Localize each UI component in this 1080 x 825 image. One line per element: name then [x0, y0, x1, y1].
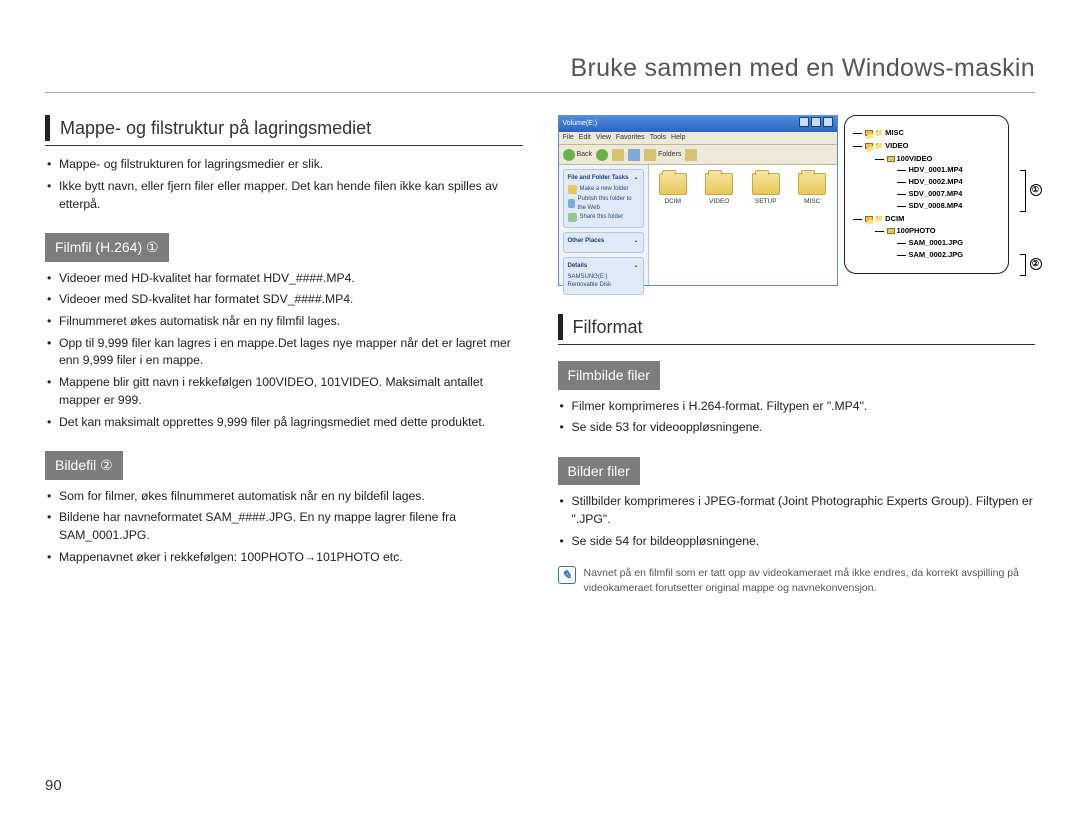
tree-file: SDV_0008.MP4: [897, 201, 1000, 212]
content-columns: Mappe- og filstruktur på lagringsmediet …: [45, 115, 1035, 594]
list-item: Det kan maksimalt opprettes 9,999 filer …: [45, 414, 523, 432]
bracket-2: [1020, 254, 1026, 276]
folder-item[interactable]: SETUP: [746, 173, 786, 206]
menu-item[interactable]: View: [596, 133, 611, 143]
list-item: Se side 53 for videooppløsningene.: [558, 419, 1036, 437]
title-divider: [45, 92, 1035, 93]
menu-item[interactable]: Help: [671, 133, 685, 143]
tree-folder: DCIM 100PHOTO SAM_0001.JPG SAM_0002.JPG: [851, 214, 1000, 261]
menu-item[interactable]: File: [563, 133, 574, 143]
task-item[interactable]: Share this folder: [568, 213, 639, 222]
bracket-label-1: ①: [1030, 184, 1042, 196]
task-item[interactable]: Make a new folder: [568, 185, 639, 194]
left-heading: Mappe- og filstruktur på lagringsmediet: [45, 115, 523, 141]
folders-button[interactable]: Folders: [644, 149, 681, 161]
forward-button[interactable]: [596, 149, 608, 161]
right-column: Volume(E:) File Edit View Favorites Tool…: [558, 115, 1036, 594]
folder-item[interactable]: DCIM: [653, 173, 693, 206]
list-item: Filmer komprimeres i H.264-format. Filty…: [558, 398, 1036, 416]
window-titlebar: Volume(E:): [559, 116, 837, 132]
list-item: Bildene har navneformatet SAM_####.JPG. …: [45, 509, 523, 544]
left-intro-list: Mappe- og filstrukturen for lagringsmedi…: [45, 156, 523, 213]
list-item: Mappenavnet øker i rekkefølgen: 100PHOTO…: [45, 549, 523, 567]
list-item: Filnummeret økes automatisk når en ny fi…: [45, 313, 523, 331]
explorer-sidebar: File and Folder Tasks Make a new folder …: [559, 165, 649, 285]
filmfil-box: Filmfil (H.264) ①: [45, 233, 169, 261]
back-button[interactable]: Back: [563, 149, 593, 161]
bildefil-list: Som for filmer, økes filnummeret automat…: [45, 488, 523, 567]
views-icon[interactable]: [685, 149, 697, 161]
right-heading-rule: [558, 344, 1036, 345]
left-heading-rule: [45, 145, 523, 146]
panel-title: File and Folder Tasks: [568, 174, 639, 183]
window-buttons: [797, 117, 833, 131]
explorer-main: DCIM VIDEO SETUP MISC: [649, 165, 837, 285]
places-panel: Other Places: [563, 232, 644, 253]
menu-item[interactable]: Tools: [650, 133, 666, 143]
bilder-list: Stillbilder komprimeres i JPEG-format (J…: [558, 493, 1036, 550]
tree-file: SAM_0002.JPG: [897, 250, 1000, 261]
right-heading: Filformat: [558, 314, 1036, 340]
list-item: Ikke bytt navn, eller fjern filer eller …: [45, 178, 523, 213]
list-item: Som for filmer, økes filnummeret automat…: [45, 488, 523, 506]
explorer-body: File and Folder Tasks Make a new folder …: [559, 165, 837, 285]
screenshot-and-tree: Volume(E:) File Edit View Favorites Tool…: [558, 115, 1036, 286]
detail-line: SAMSUNG(E:): [568, 273, 639, 282]
tree-file: HDV_0002.MP4: [897, 177, 1000, 188]
window-toolbar: Back Folders: [559, 145, 837, 165]
folder-icon: [798, 173, 826, 195]
folder-icon: [705, 173, 733, 195]
page-title: Bruke sammen med en Windows-maskin: [45, 50, 1035, 86]
tree-folder: VIDEO 100VIDEO HDV_0001.MP4 HDV_0002.MP4…: [851, 141, 1000, 212]
file-tree-diagram: ① ② MISC VIDEO 100VIDEO HDV_0001.MP4 HDV…: [844, 115, 1009, 273]
folder-item[interactable]: MISC: [792, 173, 832, 206]
folder-icon: [752, 173, 780, 195]
task-item[interactable]: Publish this folder to the Web: [568, 195, 639, 212]
menu-item[interactable]: Edit: [579, 133, 591, 143]
folder-icon: [659, 173, 687, 195]
bracket-1: [1020, 170, 1026, 212]
list-item: Videoer med SD-kvalitet har formatet SDV…: [45, 291, 523, 309]
folder-item[interactable]: VIDEO: [699, 173, 739, 206]
tree-file: SDV_0007.MP4: [897, 189, 1000, 200]
note-block: ✎ Navnet på en filmfil som er tatt opp a…: [558, 566, 1036, 594]
list-item: Opp til 9,999 filer kan lagres i en mapp…: [45, 335, 523, 370]
tree-subfolder: 100VIDEO HDV_0001.MP4 HDV_0002.MP4 SDV_0…: [875, 154, 1000, 212]
note-icon: ✎: [558, 566, 576, 584]
bildefil-box: Bildefil ②: [45, 451, 123, 479]
list-item: Mappene blir gitt navn i rekkefølgen 100…: [45, 374, 523, 409]
list-item: Se side 54 for bildeoppløsningene.: [558, 533, 1036, 551]
details-panel: Details SAMSUNG(E:) Removable Disk: [563, 257, 644, 295]
filmbilde-box: Filmbilde filer: [558, 361, 660, 389]
tasks-panel: File and Folder Tasks Make a new folder …: [563, 169, 644, 228]
up-icon[interactable]: [612, 149, 624, 161]
tree-file: SAM_0001.JPG: [897, 238, 1000, 249]
window-menubar: File Edit View Favorites Tools Help: [559, 132, 837, 145]
panel-title: Other Places: [568, 237, 639, 246]
panel-title: Details: [568, 262, 639, 271]
explorer-window: Volume(E:) File Edit View Favorites Tool…: [558, 115, 838, 286]
detail-line: Removable Disk: [568, 281, 639, 290]
tree-folder: MISC: [851, 128, 1000, 139]
left-column: Mappe- og filstruktur på lagringsmediet …: [45, 115, 523, 594]
list-item: Stillbilder komprimeres i JPEG-format (J…: [558, 493, 1036, 528]
bracket-label-2: ②: [1030, 258, 1042, 270]
filmbilde-list: Filmer komprimeres i H.264-format. Filty…: [558, 398, 1036, 437]
menu-item[interactable]: Favorites: [616, 133, 645, 143]
tree-subfolder: 100PHOTO SAM_0001.JPG SAM_0002.JPG: [875, 226, 1000, 261]
window-title: Volume(E:): [563, 119, 797, 129]
list-item: Mappe- og filstrukturen for lagringsmedi…: [45, 156, 523, 174]
filmfil-list: Videoer med HD-kvalitet har formatet HDV…: [45, 270, 523, 432]
search-icon[interactable]: [628, 149, 640, 161]
tree-file: HDV_0001.MP4: [897, 165, 1000, 176]
list-item: Videoer med HD-kvalitet har formatet HDV…: [45, 270, 523, 288]
note-text: Navnet på en filmfil som er tatt opp av …: [584, 566, 1036, 594]
bilder-box: Bilder filer: [558, 457, 640, 485]
page-number: 90: [45, 775, 62, 797]
